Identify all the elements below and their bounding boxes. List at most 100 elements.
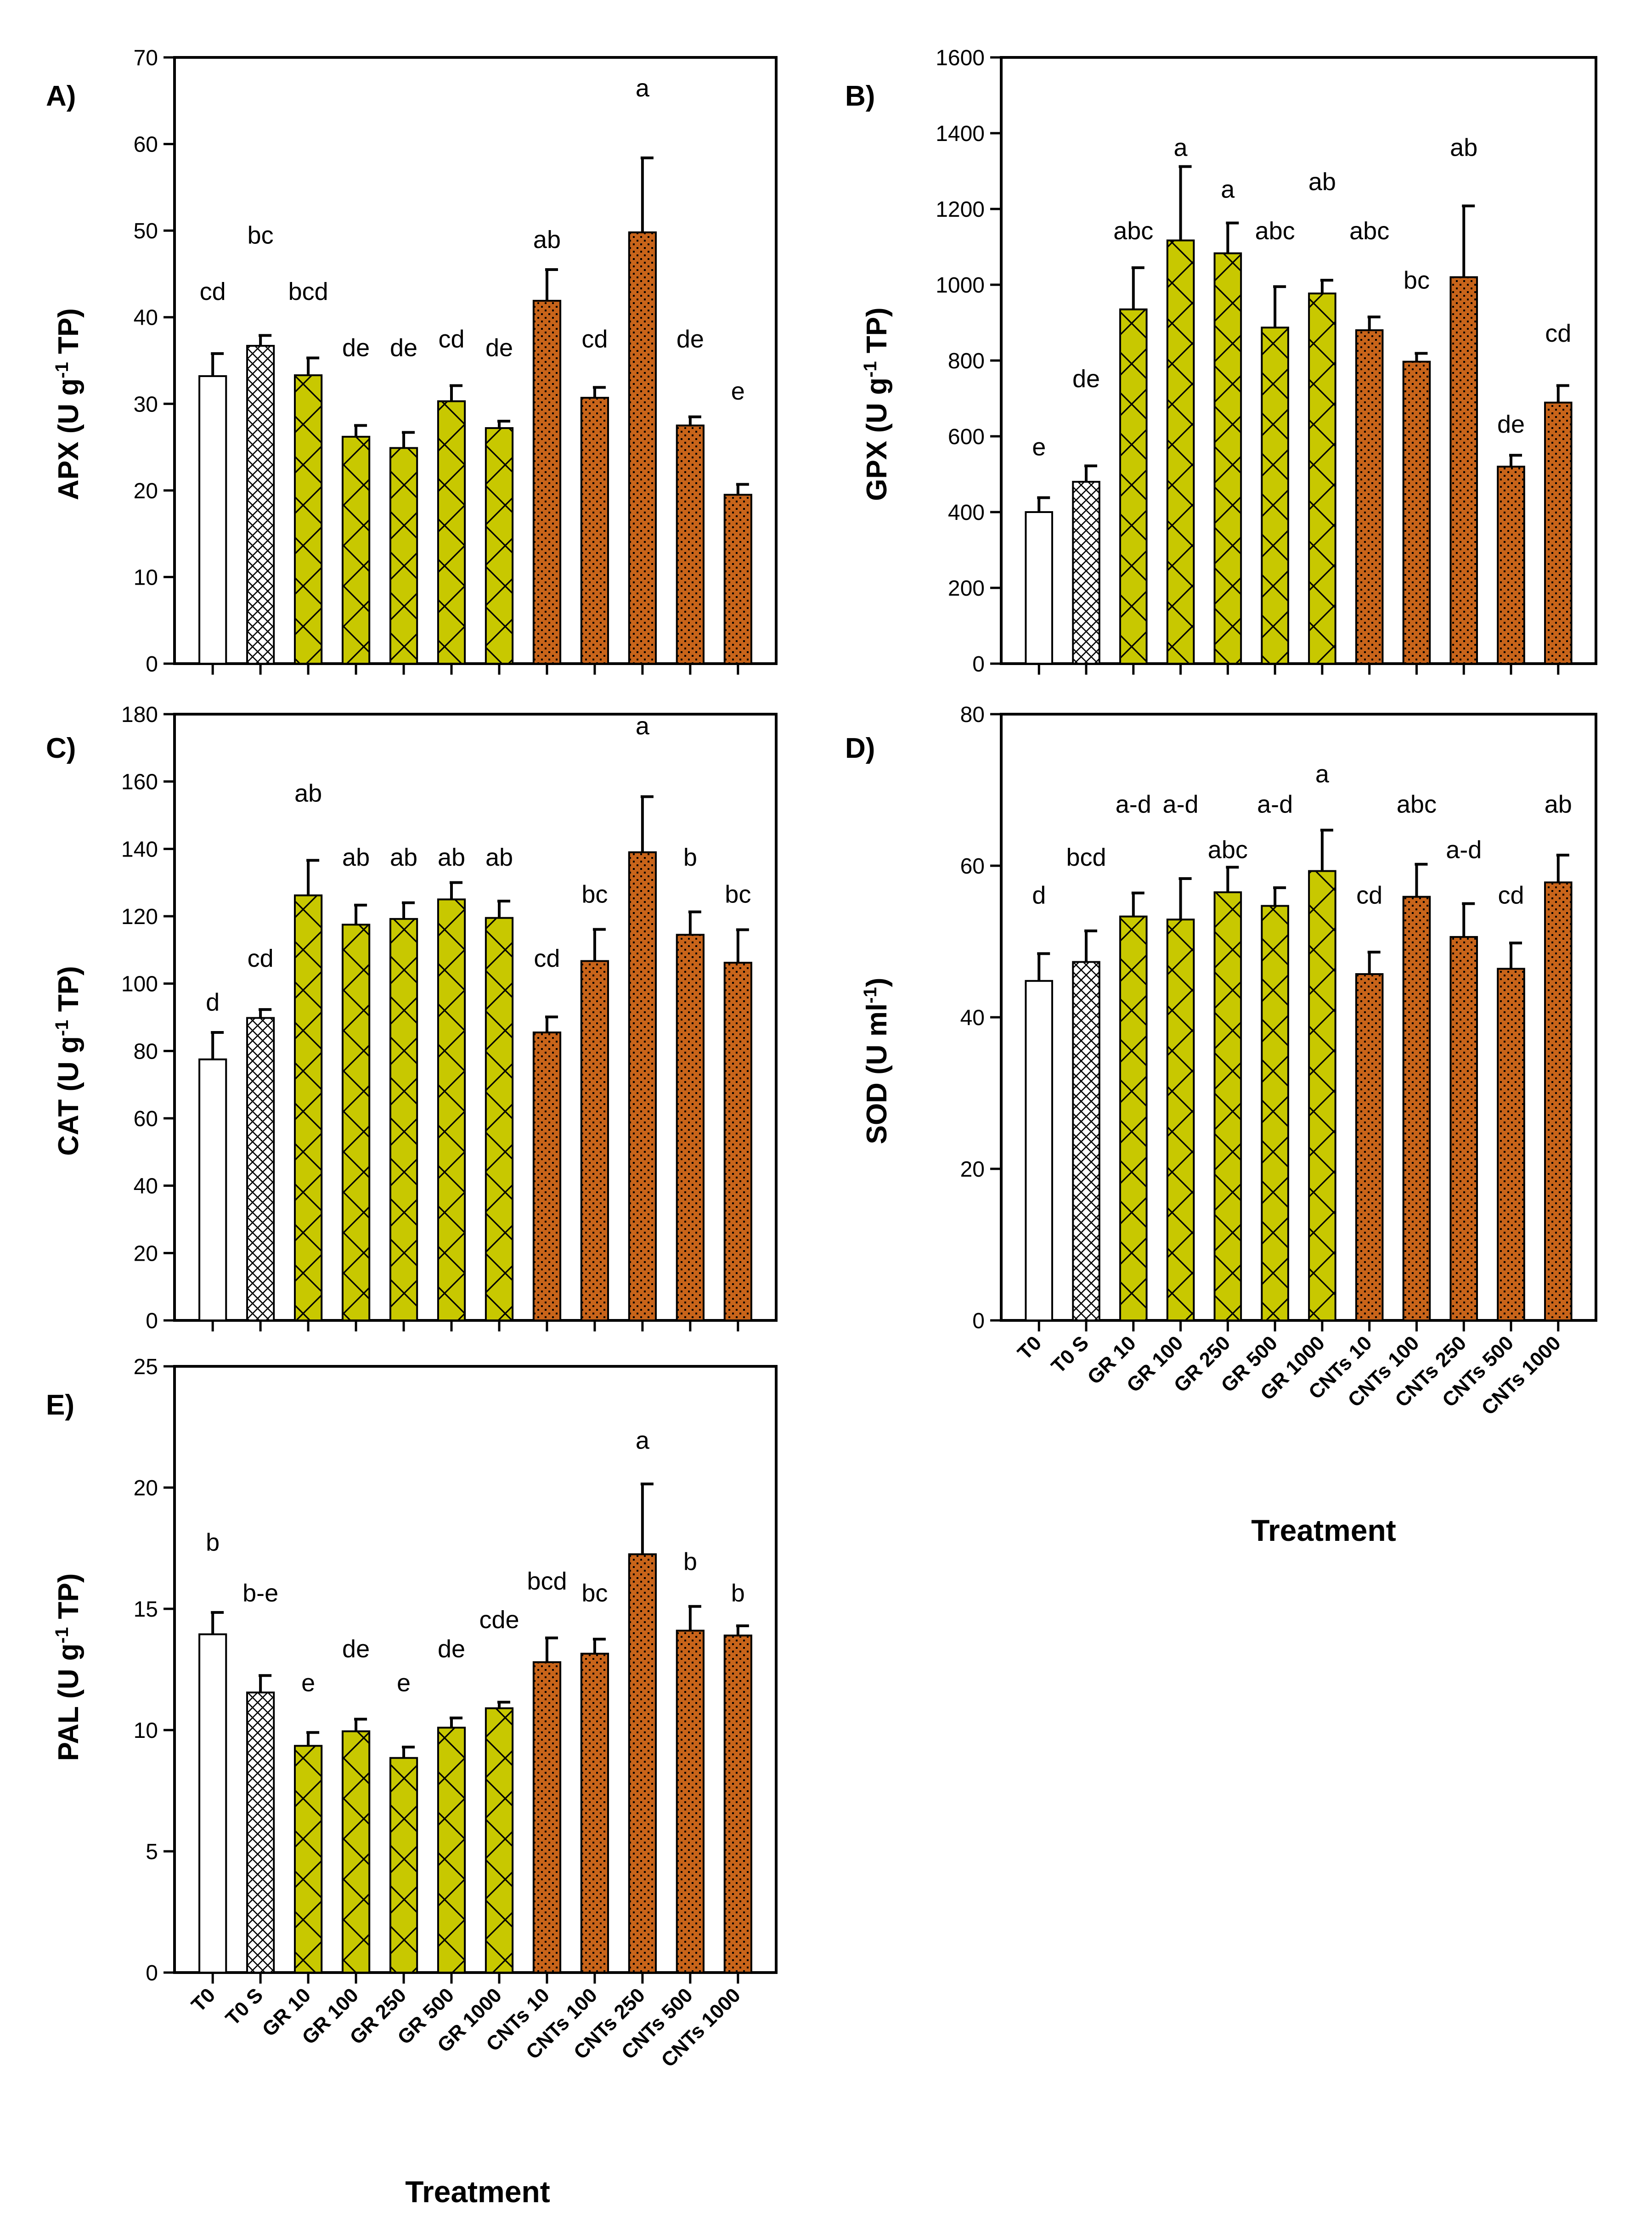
panel-a-sig-letter: de — [677, 326, 704, 353]
panel-c-sig-letter: d — [206, 988, 220, 1016]
panel-d-bar — [1497, 968, 1525, 1321]
panel-b-plot: 02004006008001000120014001600edeabcaaabc… — [936, 46, 1597, 677]
panel-c-ylabel: CAT (U g-1 TP) — [52, 966, 85, 1156]
panel-e-ylabel: PAL (U g-1 TP) — [52, 1573, 85, 1761]
panel-e-label: E) — [46, 1389, 74, 1421]
panel-e-bar — [341, 1730, 371, 1973]
panel-b-bar — [1497, 466, 1525, 665]
panel-a-bar — [198, 375, 227, 665]
panel-a-frame — [173, 56, 778, 665]
panel-a-ytick-label: 40 — [134, 306, 158, 330]
panel-b-ytick-label: 1000 — [936, 273, 985, 298]
panel-d-bar — [1308, 870, 1336, 1322]
panel-e-bar — [294, 1745, 323, 1974]
panel-b-bar — [1308, 292, 1336, 665]
panel-c-ytick-label: 120 — [121, 905, 158, 929]
panel-a-ytick-label: 20 — [134, 479, 158, 503]
panel-b-sig-letter: e — [1032, 433, 1046, 461]
panel-e-bar — [246, 1691, 275, 1973]
panel-c-ytick-label: 80 — [134, 1039, 158, 1064]
panel-d-ytick-label: 80 — [960, 703, 985, 727]
panel-a-sig-letter: cd — [438, 326, 464, 353]
panel-d-sig-letter: cd — [1356, 882, 1382, 909]
panel-c-sig-letter: b — [683, 844, 697, 871]
panel-d-sig-letter: a-d — [1446, 836, 1482, 864]
panel-e-xtick-label: T0 — [187, 1984, 220, 2016]
panel-b-label: B) — [845, 80, 875, 112]
panel-c-bar — [580, 960, 609, 1322]
panel-c-ytick-label: 60 — [134, 1107, 158, 1131]
panel-e-ytick-label: 20 — [134, 1476, 158, 1500]
panel-a-ytick-label: 60 — [134, 133, 158, 157]
panel-d-sig-letter: a-d — [1116, 791, 1151, 818]
panel-e-bar — [580, 1652, 609, 1973]
panel-b-sig-letter: ab — [1450, 134, 1477, 162]
panel-a-bar — [628, 231, 657, 665]
panel-e-sig-letter: a — [636, 1427, 650, 1455]
panel-b-ytick-label: 800 — [948, 349, 985, 373]
panel-a-sig-letter: e — [731, 378, 745, 405]
panel-c-ytick-label: 20 — [134, 1241, 158, 1266]
panel-e-sig-letter: b-e — [242, 1579, 278, 1607]
panel-a-bar — [580, 397, 609, 665]
panel-e-ytick-label: 25 — [134, 1355, 158, 1379]
panel-b-sig-letter: ab — [1308, 168, 1336, 196]
panel-d-ytick-label: 0 — [972, 1309, 985, 1333]
panel-b-ytick-label: 200 — [948, 576, 985, 601]
panel-b-ytick-label: 0 — [972, 652, 985, 677]
panel-d-bar — [1166, 919, 1195, 1321]
panel-d-sig-letter: a — [1315, 761, 1330, 788]
panel-c-ytick-label: 160 — [121, 770, 158, 795]
panel-a-bar — [532, 299, 562, 665]
panel-c-ytick-label: 40 — [134, 1174, 158, 1199]
panel-c-ytick-label: 100 — [121, 972, 158, 997]
panel-e-sig-letter: b — [731, 1579, 745, 1607]
panel-b-bar — [1544, 401, 1573, 665]
panel-d-bar — [1261, 905, 1289, 1321]
panel-d-bar — [1402, 896, 1431, 1321]
panel-b-sig-letter: abc — [1255, 217, 1295, 245]
panel-e-bar — [532, 1661, 562, 1973]
panel-c-sig-letter: cd — [534, 945, 560, 972]
panel-c-sig-letter: ab — [342, 844, 370, 871]
panel-b-bar — [1355, 329, 1384, 665]
panel-c-bar — [628, 851, 657, 1321]
panel-c: C) CAT (U g-1 TP) 0 20 40 60 80 100 120 140 160 1… — [46, 703, 778, 1333]
panel-b-ytick-label: 400 — [948, 501, 985, 525]
panel-d-sig-letter: bcd — [1066, 844, 1106, 871]
panel-b-sig-letter: a — [1174, 134, 1188, 162]
panel-d-bar — [1072, 961, 1100, 1322]
panel-a-bar — [485, 427, 514, 665]
panel-a-bar — [676, 424, 705, 665]
panel-d-label: D) — [845, 733, 875, 764]
panel-c-bar — [341, 924, 371, 1322]
panel-d-bar — [1025, 980, 1053, 1322]
panel-a-sig-letter: bc — [248, 221, 274, 249]
panel-b-bar — [1025, 511, 1053, 665]
panel-d-ytick-label: 40 — [960, 1006, 985, 1030]
panel-c-sig-letter: bc — [725, 881, 751, 908]
panel-d-ytick-label: 60 — [960, 854, 985, 879]
panel-c-bar — [437, 898, 466, 1322]
panel-b-bar — [1119, 308, 1148, 665]
panel-e-ytick-label: 5 — [146, 1840, 158, 1864]
panel-c-ytick-label: 180 — [121, 703, 158, 727]
panel-c-ytick-label: 140 — [121, 837, 158, 862]
panel-c-sig-letter: ab — [390, 844, 417, 871]
panel-a-bar — [723, 494, 752, 665]
panel-b-ytick-label: 600 — [948, 425, 985, 449]
panel-c-bar — [723, 962, 752, 1321]
panel-b-sig-letter: abc — [1349, 217, 1389, 245]
panel-a-sig-letter: cd — [200, 278, 226, 305]
panel-a-sig-letter: bcd — [288, 278, 328, 305]
panel-c-sig-letter: a — [636, 712, 650, 740]
panel-e-bar — [628, 1553, 657, 1973]
panel-d-xlabel: Treatment — [1251, 1513, 1396, 1547]
panel-e-sig-letter: cde — [479, 1606, 519, 1634]
panel-d-ytick-label: 20 — [960, 1157, 985, 1182]
panel-b-bar — [1261, 327, 1289, 665]
